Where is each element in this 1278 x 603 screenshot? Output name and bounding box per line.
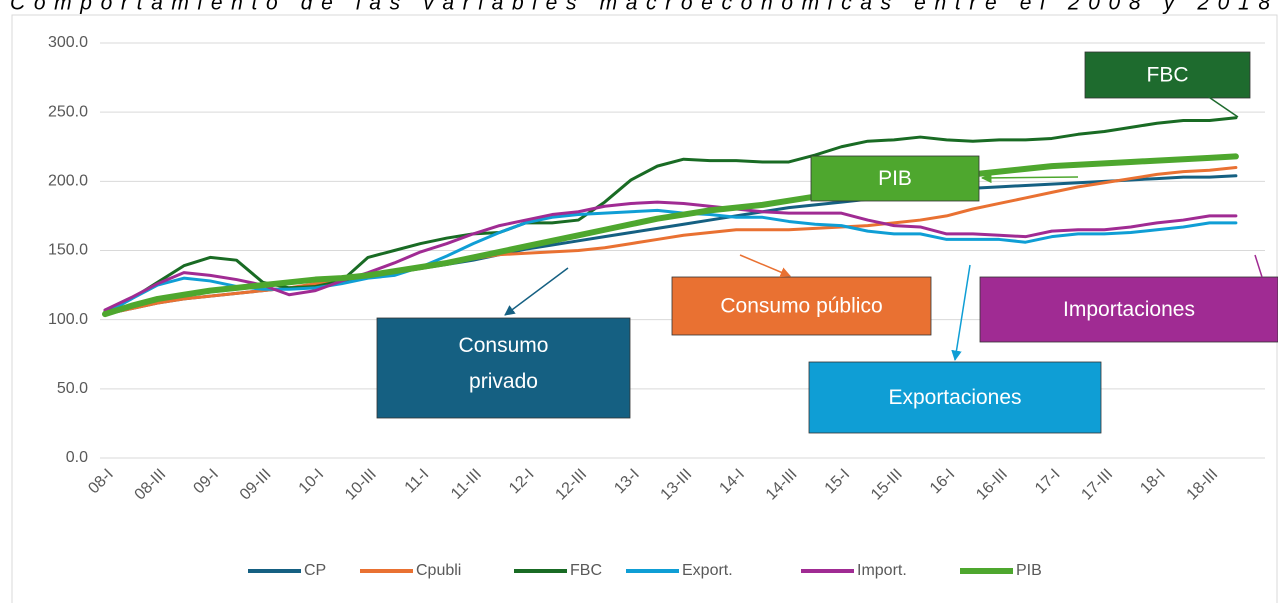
annotation-arrow bbox=[980, 172, 1079, 184]
x-tick-label: 18-I bbox=[1137, 466, 1169, 498]
annotation-label: Importaciones bbox=[1063, 298, 1195, 321]
legend-label: Cpubli bbox=[416, 562, 461, 579]
annotation-box bbox=[1084, 51, 1251, 99]
x-tick-label: 08-I bbox=[85, 466, 117, 498]
legend-label: PIB bbox=[1016, 562, 1042, 579]
series-line bbox=[103, 208, 1238, 316]
x-tick-label: 12-I bbox=[506, 466, 538, 498]
series-line bbox=[103, 200, 1238, 312]
annotation-arrow bbox=[1171, 71, 1239, 118]
legend-label: Import. bbox=[857, 562, 907, 579]
x-tick-label: 16-I bbox=[927, 466, 959, 498]
x-tick-label: 15-I bbox=[822, 466, 854, 498]
x-tick-label: 14-III bbox=[763, 466, 801, 504]
x-tick-label: 11-I bbox=[402, 466, 433, 497]
x-tick-label: 16-III bbox=[973, 466, 1011, 504]
x-tick-label: 17-I bbox=[1032, 466, 1064, 498]
x-tick-label: 13-I bbox=[611, 466, 643, 498]
y-tick-label: 100.0 bbox=[48, 311, 88, 328]
y-tick-label: 50.0 bbox=[57, 380, 88, 397]
x-tick-label: 17-III bbox=[1078, 466, 1116, 504]
annotation-box bbox=[810, 155, 980, 202]
annotation-label: Exportaciones bbox=[888, 386, 1021, 409]
series-line bbox=[102, 153, 1239, 318]
x-tick-label: 18-III bbox=[1184, 466, 1222, 504]
annotation-arrow bbox=[1254, 254, 1263, 278]
legend-label: Export. bbox=[682, 562, 733, 579]
x-tick-label: 10-III bbox=[342, 466, 380, 504]
annotation-label: FBC bbox=[1147, 64, 1189, 87]
legend-label: CP bbox=[304, 562, 326, 579]
y-tick-label: 250.0 bbox=[48, 103, 88, 120]
x-tick-label: 13-III bbox=[658, 466, 696, 504]
annotation-label: Consumo privado bbox=[459, 334, 549, 393]
y-tick-label: 0.0 bbox=[66, 449, 88, 466]
x-tick-label: 11-III bbox=[448, 466, 485, 503]
x-tick-label: 15-III bbox=[868, 466, 906, 504]
legend-label: FBC bbox=[570, 562, 602, 579]
y-tick-label: 150.0 bbox=[48, 242, 88, 259]
x-tick-label: 08-III bbox=[132, 466, 170, 504]
chart-title: Comportamiento de las variables macroeco… bbox=[10, 0, 1270, 15]
annotation-box bbox=[671, 276, 932, 336]
annotation-arrow bbox=[951, 264, 971, 362]
x-tick-label: 10-I bbox=[296, 466, 328, 498]
annotation-box bbox=[376, 317, 631, 419]
x-tick-label: 09-III bbox=[237, 466, 275, 504]
annotation-box bbox=[808, 361, 1102, 434]
x-tick-label: 14-I bbox=[716, 466, 748, 498]
annotation-arrow bbox=[739, 254, 791, 278]
x-tick-label: 09-I bbox=[190, 466, 222, 498]
annotation-label: PIB bbox=[878, 167, 912, 190]
annotation-arrow bbox=[504, 267, 569, 316]
x-tick-label: 12-III bbox=[552, 466, 590, 504]
annotation-label: Consumo público bbox=[720, 295, 882, 318]
annotation-box bbox=[979, 276, 1278, 343]
y-tick-label: 200.0 bbox=[48, 173, 88, 190]
y-tick-label: 300.0 bbox=[48, 34, 88, 51]
